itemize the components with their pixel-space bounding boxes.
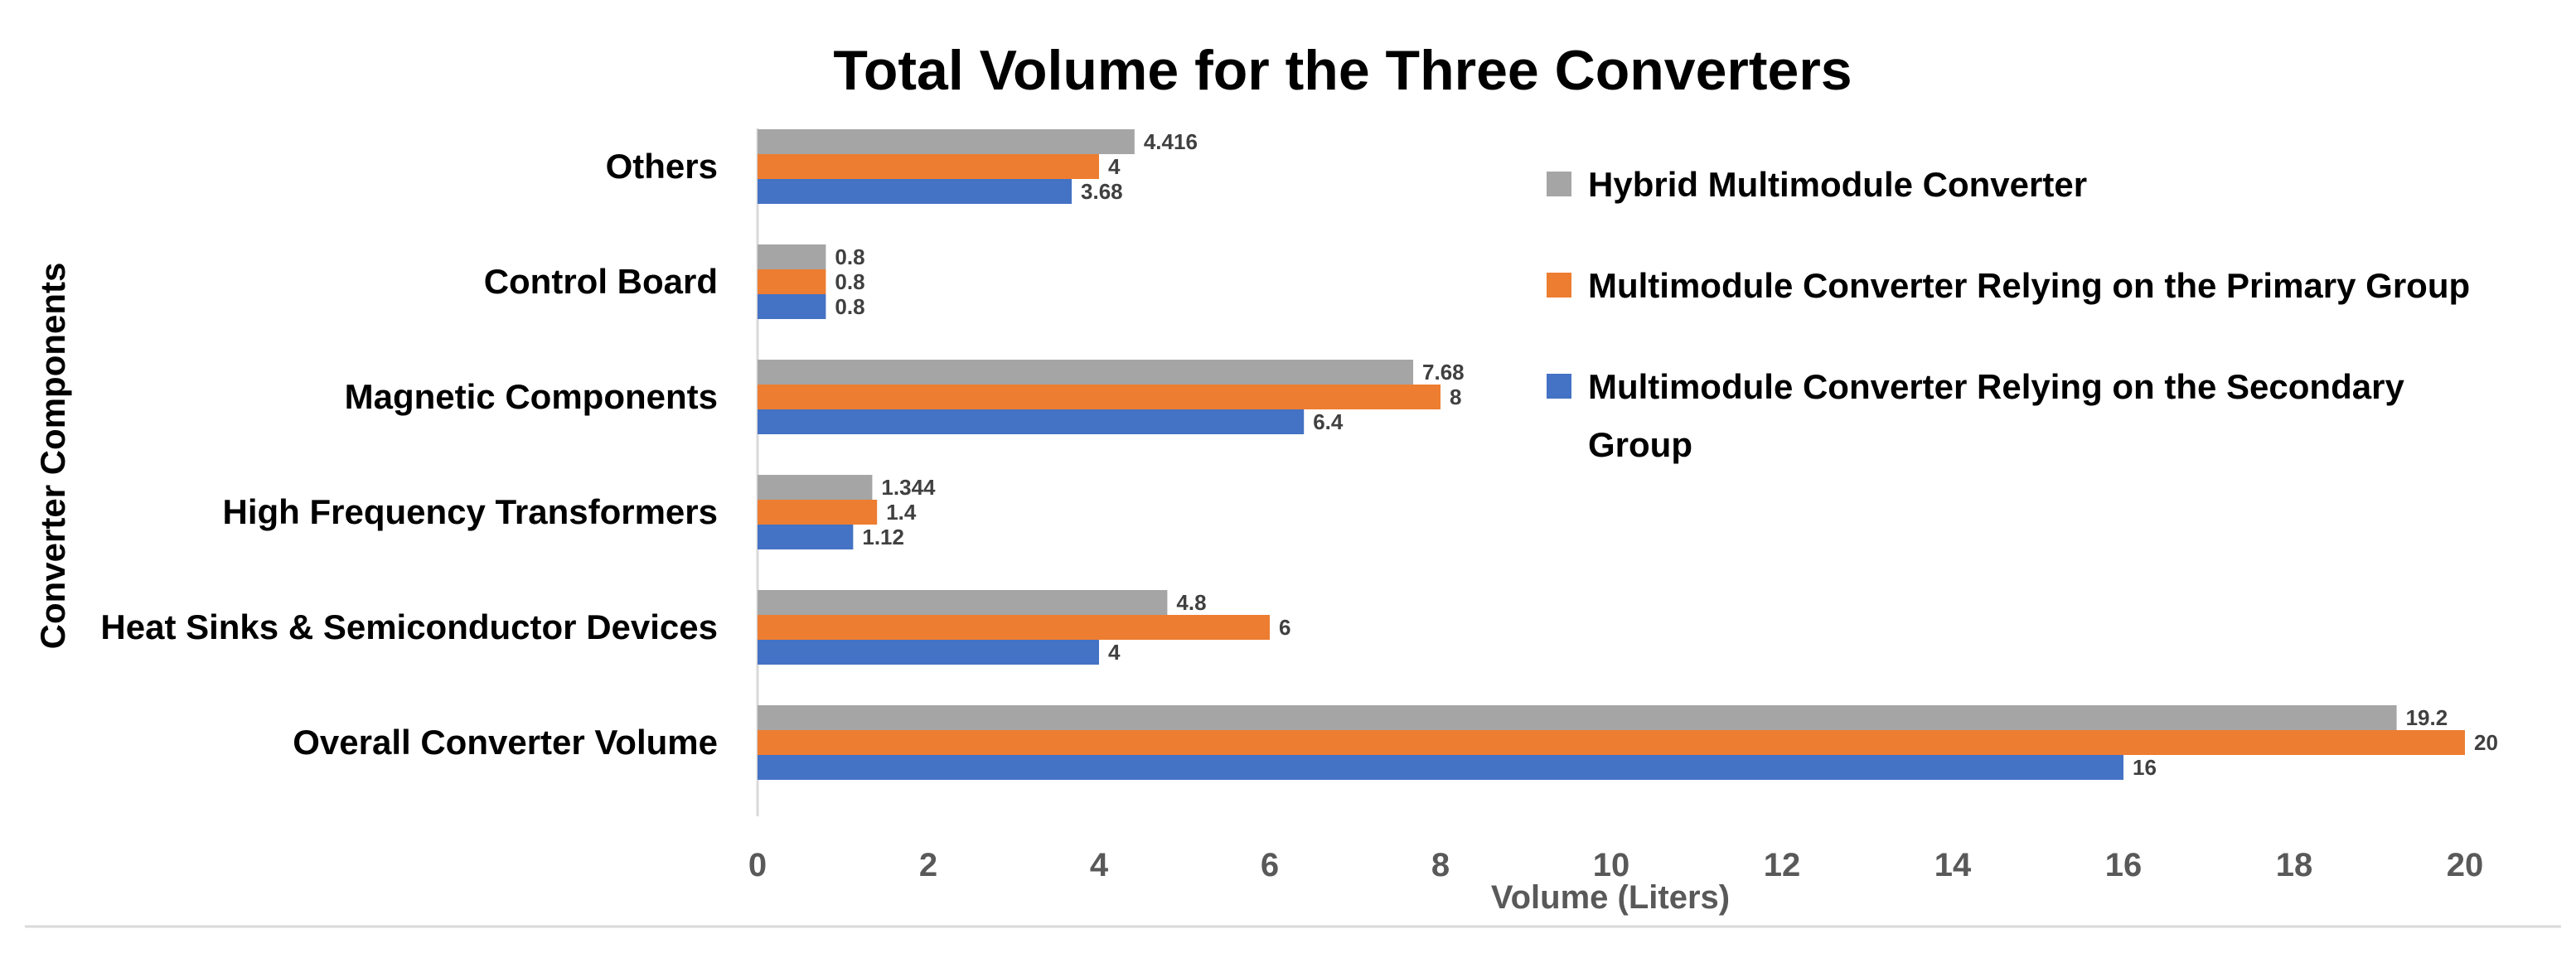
data-label: 16 bbox=[2133, 755, 2157, 780]
data-label: 0.8 bbox=[835, 269, 864, 294]
data-label: 0.8 bbox=[835, 244, 864, 269]
category-label: Others bbox=[606, 147, 718, 186]
data-label: 4 bbox=[1108, 154, 1121, 179]
legend: Hybrid Multimodule Converter Multimodule … bbox=[1547, 165, 2470, 464]
x-axis-label: Volume (Liters) bbox=[1491, 879, 1730, 916]
bar bbox=[758, 179, 1073, 204]
data-label: 7.68 bbox=[1422, 360, 1465, 385]
data-label: 3.68 bbox=[1081, 179, 1123, 204]
category-label: Heat Sinks & Semiconductor Devices bbox=[100, 607, 718, 646]
bar bbox=[758, 615, 1270, 640]
bar bbox=[758, 409, 1305, 434]
bar bbox=[758, 730, 2465, 755]
category-label: Control Board bbox=[484, 262, 718, 301]
bar bbox=[758, 385, 1441, 409]
bar bbox=[758, 525, 854, 549]
data-label: 19.2 bbox=[2406, 705, 2448, 730]
legend-label: Group bbox=[1588, 425, 1692, 464]
x-tick-label: 10 bbox=[1593, 847, 1630, 883]
x-tick-label: 6 bbox=[1261, 847, 1279, 883]
x-tick-label: 18 bbox=[2276, 847, 2313, 883]
data-label: 4.8 bbox=[1176, 590, 1206, 615]
bar bbox=[758, 475, 873, 500]
bar bbox=[758, 755, 2123, 780]
data-label: 4 bbox=[1108, 640, 1121, 665]
bar bbox=[758, 294, 826, 319]
data-label: 1.4 bbox=[886, 500, 917, 525]
bar bbox=[758, 154, 1099, 179]
bar bbox=[758, 360, 1414, 385]
legend-label: Hybrid Multimodule Converter bbox=[1588, 165, 2087, 204]
bar bbox=[758, 129, 1135, 154]
data-label: 1.12 bbox=[862, 525, 904, 549]
category-label: Overall Converter Volume bbox=[293, 723, 718, 762]
x-tick-label: 14 bbox=[1934, 847, 1972, 883]
x-tick-label: 2 bbox=[919, 847, 937, 883]
legend-label: Multimodule Converter Relying on the Pri… bbox=[1588, 266, 2470, 305]
x-tick-label: 4 bbox=[1090, 847, 1109, 883]
data-label: 0.8 bbox=[835, 294, 864, 319]
data-label: 8 bbox=[1450, 385, 1461, 409]
y-axis-label: Converter Components bbox=[33, 263, 72, 650]
data-label: 6 bbox=[1279, 615, 1290, 640]
bar bbox=[758, 244, 826, 269]
bar bbox=[758, 640, 1099, 665]
data-label: 4.416 bbox=[1144, 129, 1198, 154]
bar bbox=[758, 269, 826, 294]
bar bbox=[758, 590, 1168, 615]
bar bbox=[758, 705, 2397, 730]
x-tick-label: 20 bbox=[2447, 847, 2484, 883]
x-tick-label: 8 bbox=[1431, 847, 1450, 883]
category-label: High Frequency Transformers bbox=[223, 492, 719, 531]
data-label: 20 bbox=[2474, 730, 2498, 755]
x-tick-label: 12 bbox=[1764, 847, 1801, 883]
legend-swatch bbox=[1547, 374, 1571, 399]
data-label: 6.4 bbox=[1313, 409, 1344, 434]
chart-title: Total Volume for the Three Converters bbox=[833, 39, 1852, 102]
x-tick-label: 16 bbox=[2105, 847, 2143, 883]
legend-label: Multimodule Converter Relying on the Sec… bbox=[1588, 367, 2404, 406]
data-label: 1.344 bbox=[881, 475, 936, 500]
category-label: Magnetic Components bbox=[345, 377, 718, 416]
legend-swatch bbox=[1547, 172, 1571, 196]
legend-swatch bbox=[1547, 273, 1571, 298]
bar bbox=[758, 500, 878, 525]
x-tick-label: 0 bbox=[748, 847, 767, 883]
